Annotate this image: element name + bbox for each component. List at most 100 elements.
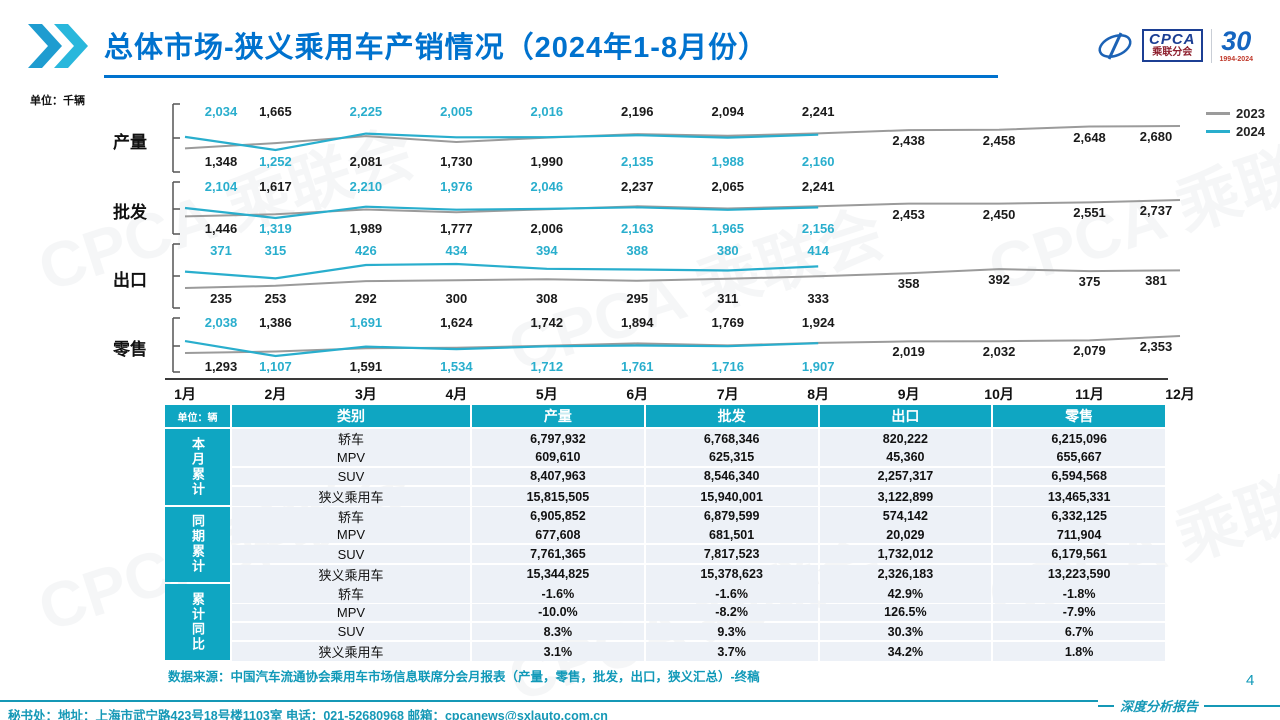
double-chevron-icon	[28, 24, 94, 73]
summary-table: 单位：辆 类别 产量 批发 出口 零售 本月累计 轿车 6,797,932 6,768…	[165, 405, 1165, 662]
table-cell-value: 8,407,963	[472, 467, 644, 486]
table-cell-value: 3.7%	[645, 642, 818, 662]
metric-label-批发: 批发	[113, 203, 147, 222]
table-cell-value: 13,465,331	[993, 487, 1165, 507]
value-label-2023: 1,624	[440, 315, 473, 330]
table-row: SUV 8,407,963 8,546,340 2,257,317 6,594,568	[232, 467, 1165, 486]
chart-area: 2,034 1,348 1,665 1,252 2,225 2,081 2,005 1,730…	[165, 100, 1200, 410]
table-cell-value: -1.6%	[645, 584, 818, 604]
value-label-2023: 1,386	[259, 315, 292, 330]
table-cell-value: 6,332,125	[993, 506, 1165, 526]
metric-label-出口: 出口	[113, 271, 147, 290]
table-cell-value: 820,222	[819, 429, 992, 448]
value-label-2024: 2,225	[349, 104, 383, 119]
table-cell-value: 15,344,825	[472, 564, 644, 584]
value-label-2023: 1,742	[530, 315, 564, 330]
value-label-2024: 434	[445, 243, 468, 258]
value-label-2023: 1,617	[259, 179, 292, 194]
table-cell-category: SUV	[232, 467, 470, 486]
month-label: 5月	[535, 386, 558, 402]
chart-legend: 2023 2024	[1206, 104, 1265, 140]
footer-address: 秘书处：地址：上海市武宁路423号18号楼1103室 电话：021-526809…	[8, 709, 608, 720]
table-cell-value: -10.0%	[472, 603, 644, 621]
table-group: 累计同比 轿车 -1.6% -1.6% 42.9% -1.8% MPV -10.0% -8.2%…	[165, 584, 1165, 662]
table-group-rows: 轿车 6,905,852 6,879,599 574,142 6,332,125 MPV 6…	[232, 506, 1165, 584]
table-group-label: 累计同比	[165, 584, 230, 660]
table-header-row: 单位：辆 类别 产量 批发 出口 零售	[165, 405, 1165, 427]
column-header-category: 类别	[232, 405, 470, 427]
table-row: MPV -10.0% -8.2% 126.5% -7.9%	[232, 603, 1165, 621]
table-cell-value: 13,223,590	[993, 564, 1165, 584]
table-unit-label: 单位：辆	[165, 405, 230, 427]
chart-row-产量: 2,034 1,348 1,665 1,252 2,225 2,081 2,005 1,730…	[165, 100, 1200, 178]
table-cell-value: 6.7%	[993, 622, 1165, 641]
column-header-wholesale: 批发	[645, 405, 818, 427]
value-label-2023: 333	[807, 291, 830, 306]
month-label: 7月	[716, 386, 739, 402]
chart-row-出口: 371 235 315 253 426 292 434 300 394 308 388 295 380 3…	[165, 240, 1200, 314]
value-label-2023: 2,458	[982, 132, 1016, 148]
anniversary-logo: 30 1994-2024	[1220, 26, 1253, 64]
value-label-2024: 1,252	[259, 154, 292, 169]
table-row: 轿车 6,905,852 6,879,599 574,142 6,332,125	[232, 506, 1165, 526]
footer-divider	[0, 700, 1098, 702]
table-row: 轿车 -1.6% -1.6% 42.9% -1.8%	[232, 584, 1165, 604]
table-cell-value: 6,797,932	[472, 429, 644, 448]
value-label-2023: 235	[210, 291, 232, 306]
table-cell-value: 126.5%	[819, 603, 992, 621]
page-title: 总体市场-狭义乘用车产销情况（2024年1-8月份）	[104, 32, 769, 64]
value-label-2023: 1,924	[801, 315, 835, 330]
report-tag-dash-left	[1098, 704, 1114, 707]
table-row: 狭义乘用车 15,344,825 15,378,623 2,326,183 13,223…	[232, 564, 1165, 584]
table-cell-value: 6,594,568	[993, 467, 1165, 486]
value-label-2023: 381	[1145, 273, 1167, 289]
value-label-2023: 2,237	[620, 179, 654, 194]
table-cell-value: 15,940,001	[645, 487, 818, 507]
table-cell-value: 6,215,096	[993, 429, 1165, 448]
value-label-2024: 2,163	[620, 221, 654, 236]
table-cell-value: -8.2%	[645, 603, 818, 621]
value-label-2023: 292	[355, 291, 377, 306]
legend-item: 2023	[1206, 104, 1265, 122]
anniversary-number: 30	[1221, 26, 1252, 56]
value-label-2023: 1,665	[259, 104, 292, 119]
cpca-logo-text: CPCA	[1149, 31, 1196, 49]
value-label-2024: 371	[210, 243, 232, 258]
value-label-2023: 308	[535, 291, 558, 306]
table-cell-value: 677,608	[472, 525, 644, 544]
table-cell-category: MPV	[232, 448, 470, 466]
month-label: 9月	[897, 386, 920, 402]
value-label-2024: 1,976	[440, 179, 473, 194]
value-label-2023: 2,450	[982, 206, 1016, 222]
value-label-2024: 2,034	[204, 104, 238, 119]
value-label-2023: 1,990	[530, 154, 564, 169]
table-cell-value: 20,029	[819, 525, 992, 544]
month-label: 10月	[984, 386, 1014, 402]
metric-label-零售: 零售	[113, 340, 147, 359]
value-label-2024: 1,319	[259, 221, 292, 236]
value-label-2024: 2,038	[204, 315, 238, 330]
value-label-2024: 1,761	[620, 359, 654, 374]
table-row: 轿车 6,797,932 6,768,346 820,222 6,215,096	[232, 429, 1165, 448]
legend-item: 2024	[1206, 122, 1265, 140]
value-label-2023: 2,006	[530, 221, 564, 236]
value-label-2023: 1,730	[440, 154, 473, 169]
table-cell-category: 狭义乘用车	[232, 642, 470, 662]
table-cell-value: 1,732,012	[819, 545, 992, 563]
report-tag-text: 深度分析报告	[1120, 699, 1199, 714]
value-label-2023: 2,453	[892, 206, 925, 222]
value-label-2024: 1,712	[530, 359, 564, 374]
line-chart-产量	[172, 103, 1181, 173]
table-group: 本月累计 轿车 6,797,932 6,768,346 820,222 6,215,096…	[165, 429, 1165, 507]
table-group: 同期累计 轿车 6,905,852 6,879,599 574,142 6,332,125…	[165, 506, 1165, 584]
table-cell-value: 625,315	[645, 448, 818, 466]
value-label-2024: 388	[626, 243, 649, 258]
month-label: 3月	[355, 386, 377, 402]
month-label: 4月	[445, 386, 468, 402]
column-header-retail: 零售	[993, 405, 1165, 427]
table-cell-value: 6,768,346	[645, 429, 818, 448]
table-group-label: 本月累计	[165, 429, 230, 505]
value-label-2024: 2,104	[204, 179, 238, 194]
value-label-2024: 394	[535, 243, 558, 258]
chart-row-批发: 2,104 1,446 1,617 1,319 2,210 1,989 1,976 1,777…	[165, 178, 1200, 240]
